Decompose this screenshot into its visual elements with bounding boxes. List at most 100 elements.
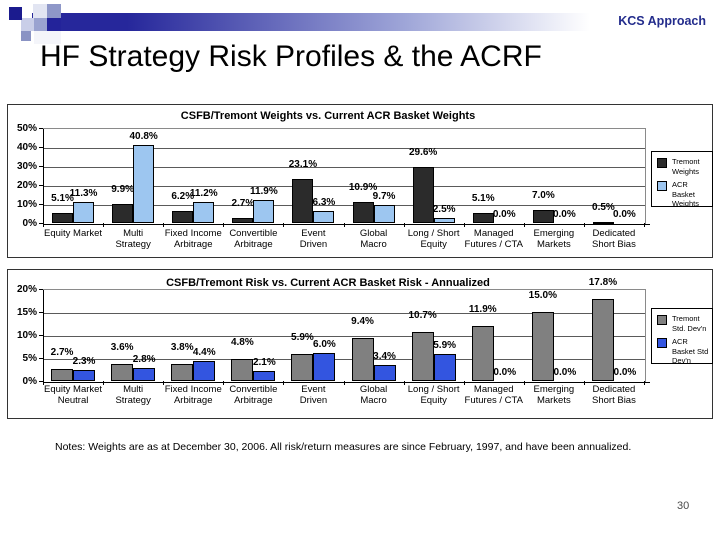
category-label: Convertible Arbitrage <box>229 384 278 406</box>
decor-square <box>21 18 34 31</box>
x-axis-line <box>43 224 650 225</box>
decor-square <box>47 4 61 18</box>
bar <box>352 202 374 223</box>
bar <box>172 211 194 223</box>
data-label: 9.4% <box>351 316 374 327</box>
data-label: 2.8% <box>132 354 156 365</box>
data-label: 7.0% <box>531 190 555 201</box>
decor-square <box>9 7 22 20</box>
x-axis-tick <box>584 223 585 227</box>
y-axis-tick <box>39 289 43 290</box>
gridline <box>44 359 645 360</box>
x-axis-tick <box>584 381 585 385</box>
category-label: Dedicated Short Bias <box>592 228 636 250</box>
bar <box>73 370 96 381</box>
data-label: 2.7% <box>50 347 74 358</box>
bar <box>412 167 434 223</box>
legend-label: ACR Basket Weights <box>672 180 699 207</box>
category-label: Event Driven <box>299 228 328 250</box>
bar <box>433 354 456 381</box>
data-label: 29.6% <box>408 147 438 158</box>
legend-label: ACR Basket Std Dev'n <box>672 337 709 364</box>
y-axis-tick-label: 10% <box>16 330 37 341</box>
category-label: Global Macro <box>359 228 388 250</box>
legend-item: ACR Basket Std Dev'n <box>657 337 709 364</box>
category-label: Fixed Income Arbitrage <box>164 384 222 406</box>
legend-swatch <box>657 158 667 168</box>
y-axis-tick <box>39 204 43 205</box>
data-label: 0.0% <box>553 367 577 378</box>
y-axis-tick <box>39 335 43 336</box>
bar <box>532 210 554 223</box>
bar <box>472 213 494 223</box>
decor-square <box>47 18 61 31</box>
x-axis-tick <box>404 381 405 385</box>
data-label: 0.0% <box>613 209 636 220</box>
category-label: Dedicated Short Bias <box>592 384 636 406</box>
x-axis-tick <box>103 223 104 227</box>
data-label: 3.4% <box>373 351 396 362</box>
data-label: 0.0% <box>552 209 576 220</box>
x-axis-tick <box>524 381 525 385</box>
data-label: 6.3% <box>312 197 336 208</box>
y-axis-tick <box>39 358 43 359</box>
data-label: 11.9% <box>468 304 497 315</box>
bar <box>231 359 254 381</box>
category-label: Multi Strategy <box>115 228 151 250</box>
x-axis-tick <box>344 381 345 385</box>
footnote: Notes: Weights are as at December 30, 20… <box>55 441 632 453</box>
category-label: Managed Futures / CTA <box>464 228 523 250</box>
x-axis-tick <box>283 223 284 227</box>
y-axis-tick <box>39 166 43 167</box>
y-axis-tick-label: 0% <box>22 376 37 387</box>
data-label: 11.2% <box>189 188 218 199</box>
data-label: 4.8% <box>230 337 254 348</box>
page-number: 30 <box>677 500 690 512</box>
legend-label: Tremont Std. Dev'n <box>672 314 707 333</box>
category-label: Global Macro <box>359 384 388 406</box>
data-label: 0.5% <box>592 202 615 213</box>
y-axis-tick <box>39 381 43 382</box>
bar <box>253 371 276 381</box>
data-label: 10.7% <box>408 310 437 321</box>
legend: Tremont Std. Dev'n ACR Basket Std Dev'n <box>651 308 713 364</box>
risk-chart: CSFB/Tremont Risk vs. Current ACR Basket… <box>7 269 713 419</box>
data-label: 9.9% <box>111 184 135 195</box>
y-axis-tick <box>39 128 43 129</box>
y-axis-tick-label: 40% <box>16 142 37 153</box>
legend-item: ACR Basket Weights <box>657 180 709 207</box>
y-axis-tick <box>39 312 43 313</box>
data-label: 5.9% <box>291 332 314 343</box>
category-label: Equity Market <box>44 228 103 239</box>
decor-square <box>33 4 47 18</box>
legend-label: Tremont Weights <box>672 157 700 176</box>
data-label: 2.1% <box>252 357 276 368</box>
gridline <box>44 205 645 206</box>
data-label: 4.4% <box>192 347 216 358</box>
bar <box>531 312 554 381</box>
y-axis-tick-label: 0% <box>22 218 37 229</box>
bar <box>351 338 374 381</box>
bar <box>193 361 216 381</box>
y-axis-tick-label: 5% <box>22 353 37 364</box>
category-label: Equity Market Neutral <box>44 384 103 406</box>
y-axis-tick-label: 15% <box>16 307 37 318</box>
header-gradient-bar <box>32 13 712 31</box>
bar <box>411 332 434 381</box>
category-label: Emerging Markets <box>533 384 575 406</box>
bar <box>73 202 95 223</box>
x-axis-line <box>43 382 650 383</box>
category-label: Managed Futures / CTA <box>464 384 523 406</box>
page-title: HF Strategy Risk Profiles & the ACRF <box>40 40 542 73</box>
bar <box>591 299 614 381</box>
y-axis-tick <box>39 223 43 224</box>
bar <box>51 369 74 381</box>
bar <box>313 353 336 381</box>
bar <box>112 204 134 223</box>
data-label: 11.9% <box>249 186 278 197</box>
bar <box>133 145 155 223</box>
legend: Tremont Weights ACR Basket Weights <box>651 151 713 207</box>
y-axis-line <box>43 129 44 224</box>
bar <box>111 364 134 381</box>
data-label: 3.8% <box>170 342 194 353</box>
